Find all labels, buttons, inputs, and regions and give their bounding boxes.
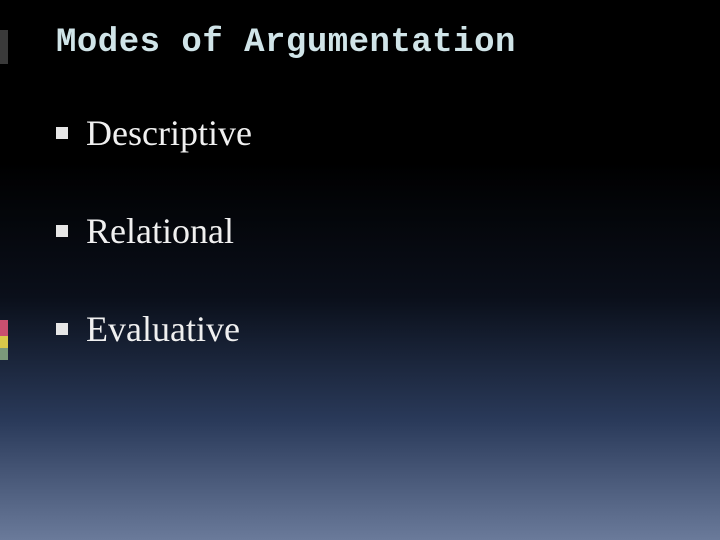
bullet-label: Evaluative [86, 308, 240, 350]
square-bullet-icon [56, 323, 68, 335]
bullet-label: Descriptive [86, 112, 252, 154]
list-item: Descriptive [56, 112, 680, 154]
slide: Modes of Argumentation Descriptive Relat… [0, 0, 720, 540]
slide-title: Modes of Argumentation [56, 24, 680, 62]
bullet-label: Relational [86, 210, 234, 252]
list-item: Evaluative [56, 308, 680, 350]
square-bullet-icon [56, 127, 68, 139]
square-bullet-icon [56, 225, 68, 237]
list-item: Relational [56, 210, 680, 252]
